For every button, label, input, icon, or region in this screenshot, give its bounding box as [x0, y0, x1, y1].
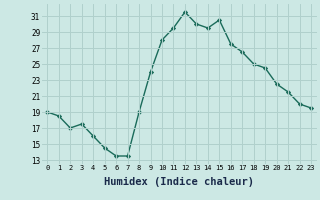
X-axis label: Humidex (Indice chaleur): Humidex (Indice chaleur) [104, 177, 254, 187]
